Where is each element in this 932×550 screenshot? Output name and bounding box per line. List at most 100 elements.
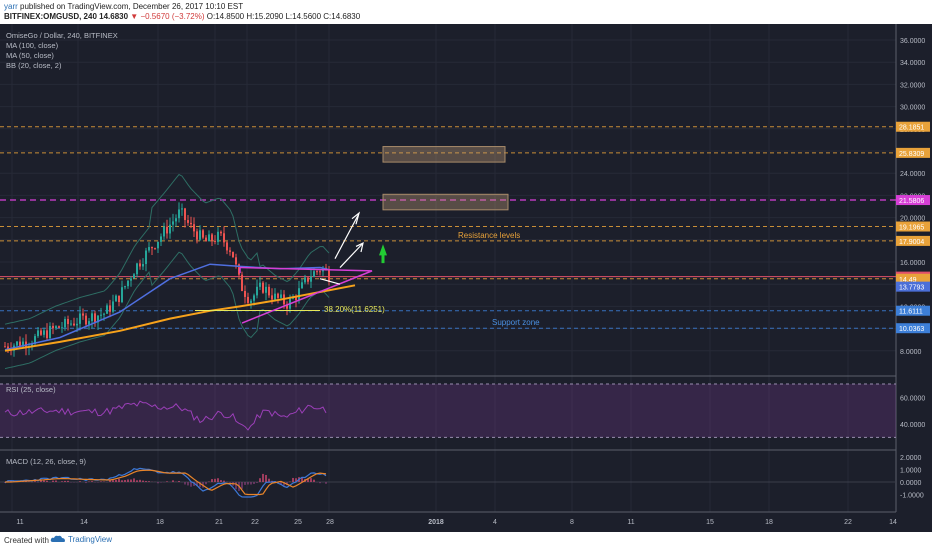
candle-body (304, 277, 306, 283)
created-with: Created with (4, 536, 49, 545)
candle-body (88, 321, 90, 325)
time-tick: 11 (627, 519, 634, 526)
ohlc: O:14.8500 H:15.2090 L:14.5600 C:14.6830 (206, 12, 361, 21)
price-label-box (896, 235, 930, 246)
price-tick: 16.0000 (900, 260, 925, 267)
candle-body (193, 224, 195, 232)
candle-body (163, 226, 165, 237)
tradingview-cloud-icon (50, 535, 65, 542)
candle-body (34, 336, 36, 344)
candle-body (310, 276, 312, 282)
candle-body (109, 305, 111, 312)
candle-body (172, 221, 174, 225)
candle-body (145, 250, 147, 265)
resistance-zone-box (382, 146, 506, 163)
resistance-label: Resistance levels (458, 231, 521, 240)
candle-body (319, 271, 321, 273)
last-price: 14.6830 (99, 12, 129, 21)
candle-body (232, 251, 234, 258)
price-label: 11.6111 (899, 309, 923, 316)
price-tick: 36.0000 (900, 38, 925, 45)
candle-body (184, 208, 186, 221)
candle-body (136, 263, 138, 275)
candle-body (238, 264, 240, 275)
candle-body (313, 271, 315, 277)
price-label-box (896, 121, 930, 132)
candle-body (274, 293, 276, 300)
candle-body (253, 295, 255, 301)
ma50-line (4, 263, 331, 351)
candle-body (307, 277, 309, 282)
candle-body (112, 301, 114, 312)
price-label: 17.9004 (899, 239, 924, 246)
price-tick: 20.0000 (900, 216, 925, 223)
macd-legend[interactable]: MACD (12, 26, close, 9) (6, 457, 87, 466)
candle-body (106, 305, 108, 314)
price-tick: 32.0000 (900, 82, 925, 89)
candle-body (97, 315, 99, 323)
time-tick: 18 (156, 519, 164, 526)
candle-body (166, 226, 168, 234)
legend-bb[interactable]: BB (20, close, 2) (6, 61, 62, 70)
time-tick: 28 (326, 519, 334, 526)
candle-body (205, 237, 207, 242)
candle-body (181, 208, 183, 210)
candle-body (178, 209, 180, 219)
pullback-arrow (319, 278, 341, 285)
candle-body (250, 300, 252, 303)
resistance-zone-box (382, 193, 509, 211)
price-label-box (896, 147, 930, 158)
time-tick: 8 (570, 519, 574, 526)
time-tick: 21 (215, 519, 223, 526)
candle-body (100, 314, 102, 316)
price-label: 28.1851 (899, 125, 924, 132)
candle-body (118, 295, 120, 303)
candle-body (61, 327, 63, 329)
arrow-head-icon (355, 242, 364, 253)
candle-body (244, 290, 246, 297)
rsi-legend[interactable]: RSI (25, close) (6, 385, 56, 394)
candle-body (55, 326, 57, 329)
breakout-arrow (334, 215, 359, 259)
candle-body (151, 247, 153, 249)
rsi-tick: 40.0000 (900, 422, 925, 429)
time-tick: 14 (80, 519, 88, 526)
candle-body (40, 330, 42, 335)
breakout-arrow (339, 243, 363, 268)
time-tick: 11 (16, 519, 23, 526)
macd-tick: 0.0000 (900, 480, 922, 487)
chart-area[interactable]: 36.000034.000032.000030.000028.000026.00… (0, 24, 932, 532)
fib-label: 38.20%(11.6251) (324, 305, 385, 314)
candle-body (70, 323, 72, 325)
candle-body (85, 315, 87, 325)
ma100-line (4, 284, 356, 352)
tradingview-brand[interactable]: TradingView (50, 534, 112, 544)
arrow-head-icon (351, 211, 361, 225)
legend-ma100[interactable]: MA (100, close) (6, 41, 59, 50)
published-text: published on TradingView.com, December 2… (17, 2, 244, 11)
candle-body (265, 286, 267, 293)
candle-body (217, 231, 219, 242)
macd-tick: 2.0000 (900, 455, 922, 462)
price-label-box (896, 273, 930, 284)
time-tick: 4 (493, 519, 497, 526)
candle-body (241, 274, 243, 291)
candle-body (58, 326, 60, 328)
time-tick: 22 (844, 519, 852, 526)
candle-body (247, 296, 249, 303)
publish-info: yarr published on TradingView.com, Decem… (4, 2, 243, 11)
price-label: 19.1965 (899, 225, 924, 232)
candle-body (202, 230, 204, 238)
price-tick: 24.0000 (900, 171, 925, 178)
candle-body (259, 282, 261, 287)
price-label: 21.5806 (899, 198, 924, 205)
candle-body (148, 247, 150, 251)
price-label-box (896, 281, 930, 292)
legend-ma50[interactable]: MA (50, close) (6, 51, 54, 60)
candle-body (7, 346, 9, 350)
author-link[interactable]: yarr (4, 2, 18, 11)
candle-body (19, 341, 21, 347)
chart-canvas[interactable]: 36.000034.000032.000030.000028.000026.00… (0, 24, 932, 532)
candle-body (142, 264, 144, 267)
candle-body (4, 346, 6, 348)
